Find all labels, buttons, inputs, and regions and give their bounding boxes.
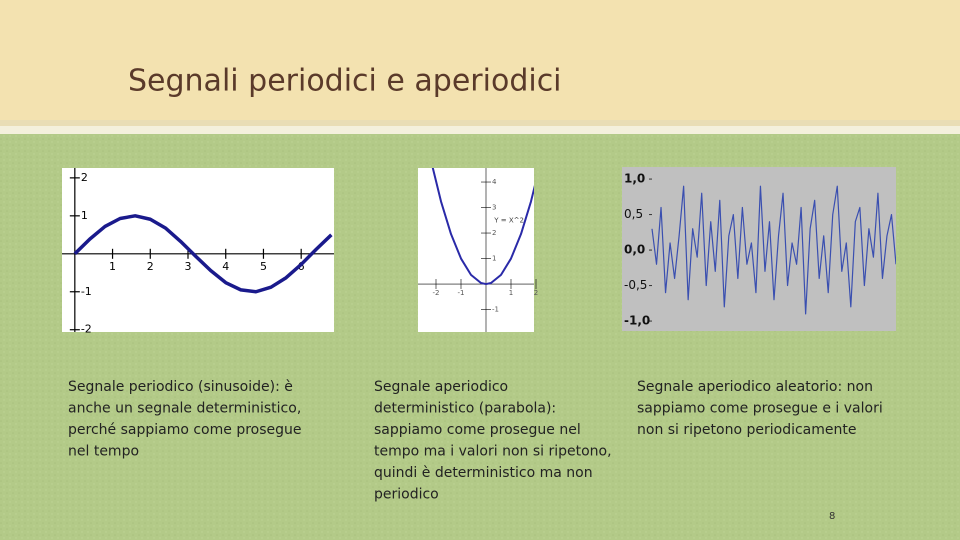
caption-line: tempo ma i valori non si ripetono, [374,444,612,460]
x-tick-label: 4 [222,260,229,273]
caption-line: periodico [374,487,439,503]
x-tick-label: 2 [534,289,538,297]
y-tick-label: 4 [492,178,497,186]
chart-background [418,168,534,332]
caption-line: anche un segnale deterministico, [68,401,301,417]
signal-line [431,168,534,286]
caption-line: Segnale aperiodico aleatorio: non [637,379,873,395]
y-tick-label: -0,5 [624,278,647,292]
x-tick-label: -2 [433,289,440,297]
caption-line: quindi è deterministico ma non [374,465,593,481]
y-tick-label: 1 [492,255,496,263]
caption-line: sappiamo come prosegue e i valori [637,401,883,417]
x-tick-label: 5 [260,260,267,273]
y-tick-label: 1,0 [624,172,645,186]
y-tick-label: -1 [81,285,92,298]
y-tick-label: -1,0 [624,314,650,328]
y-tick-label: 0,5 [624,207,643,221]
y-tick-label: 1 [81,209,88,222]
page-number: 8 [829,511,835,522]
x-tick-label: 3 [185,260,192,273]
caption-line: non si ripetono periodicamente [637,422,856,438]
slide-title: Segnali periodici e aperiodici [128,64,562,99]
signal-line [651,185,896,315]
x-tick-label: 2 [147,260,154,273]
chart-background [62,168,334,332]
header-stripe [0,120,960,126]
caption-line: sappiamo come prosegue nel [374,422,581,438]
y-tick-label: 3 [492,204,496,212]
caption-line: Segnale aperiodico [374,379,508,395]
y-tick-label: -2 [81,323,92,336]
caption-line: deterministico (parabola): [374,401,556,417]
signal-line [73,214,333,294]
caption-line: nel tempo [68,444,139,460]
y-tick-label: 2 [492,229,496,237]
caption-line: Segnale periodico (sinusoide): è [68,379,293,395]
y-tick-label: -1 [492,306,499,314]
caption-line: perché sappiamo come prosegue [68,422,302,438]
x-tick-label: -1 [458,289,465,297]
x-tick-label: 1 [109,260,116,273]
annotation: Y = X^2 [493,216,524,224]
y-tick-label: 2 [81,171,88,184]
header-band [0,0,960,120]
x-tick-label: 1 [509,289,513,297]
header-stripe [0,126,960,134]
y-tick-label: 0,0 [624,243,645,257]
